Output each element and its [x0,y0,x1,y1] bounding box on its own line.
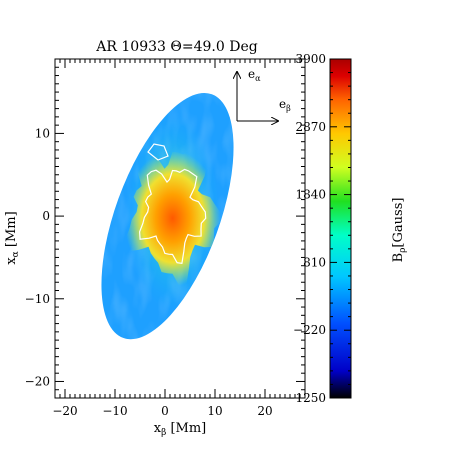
y-axis-label: xα [Mm] [4,211,21,264]
direction-vectors: eα eβ [237,67,291,121]
colorbar-ticks: 3900 2870 1840 810 −220 −1250 [285,52,351,405]
y-tick-label: 10 [35,126,50,140]
umbra-contour [138,143,207,264]
colorbar-label-sub: ρ [398,248,408,253]
e-beta-main: e [279,97,286,111]
x-tick-label: 10 [207,404,222,418]
colorbar-label: Bρ[Gauss] [391,198,408,263]
colorbar-label-main: B [391,253,406,263]
y-axis-label-sub: α [11,251,21,257]
x-tick-label: −20 [52,404,77,418]
x-axis-label-main: x [154,421,162,436]
colorbar: 3900 2870 1840 810 −220 −1250 Bρ[Gauss] [285,52,408,405]
y-axis-label-main: x [4,257,19,265]
colorbar-tick-label: −1250 [285,391,326,405]
y-axis-label-unit: [Mm] [4,211,19,251]
e-beta-label: eβ [279,97,291,113]
x-axis-label: xβ [Mm] [154,421,206,438]
colorbar-tick-label: 2870 [295,120,326,134]
y-tick-label: −20 [25,374,50,388]
chart-title: AR 10933 Θ=49.0 Deg [95,39,257,55]
x-axis-label-unit: [Mm] [166,421,206,436]
colorbar-gradient [329,58,352,399]
x-tick-label: 20 [257,404,272,418]
x-tick-label: 0 [161,404,169,418]
x-tick-label: −10 [102,404,127,418]
e-alpha-sub: α [255,74,261,83]
colorbar-label-unit: [Gauss] [391,198,406,248]
e-alpha-main: e [248,67,255,81]
colorbar-tick-label: 1840 [295,188,326,202]
x-axis-label-sub: β [161,428,166,438]
colorbar-tick-label: 810 [303,255,326,269]
plot-axes: −20 −10 0 10 20 −20 −10 0 10 [25,58,306,418]
colorbar-tick-label: 3900 [295,52,326,66]
y-tick-label: −10 [25,292,50,306]
colorbar-tick-label: −220 [293,323,326,337]
e-beta-sub: β [286,104,291,113]
e-alpha-label: eα [248,67,261,83]
y-tick-label: 0 [42,209,50,223]
